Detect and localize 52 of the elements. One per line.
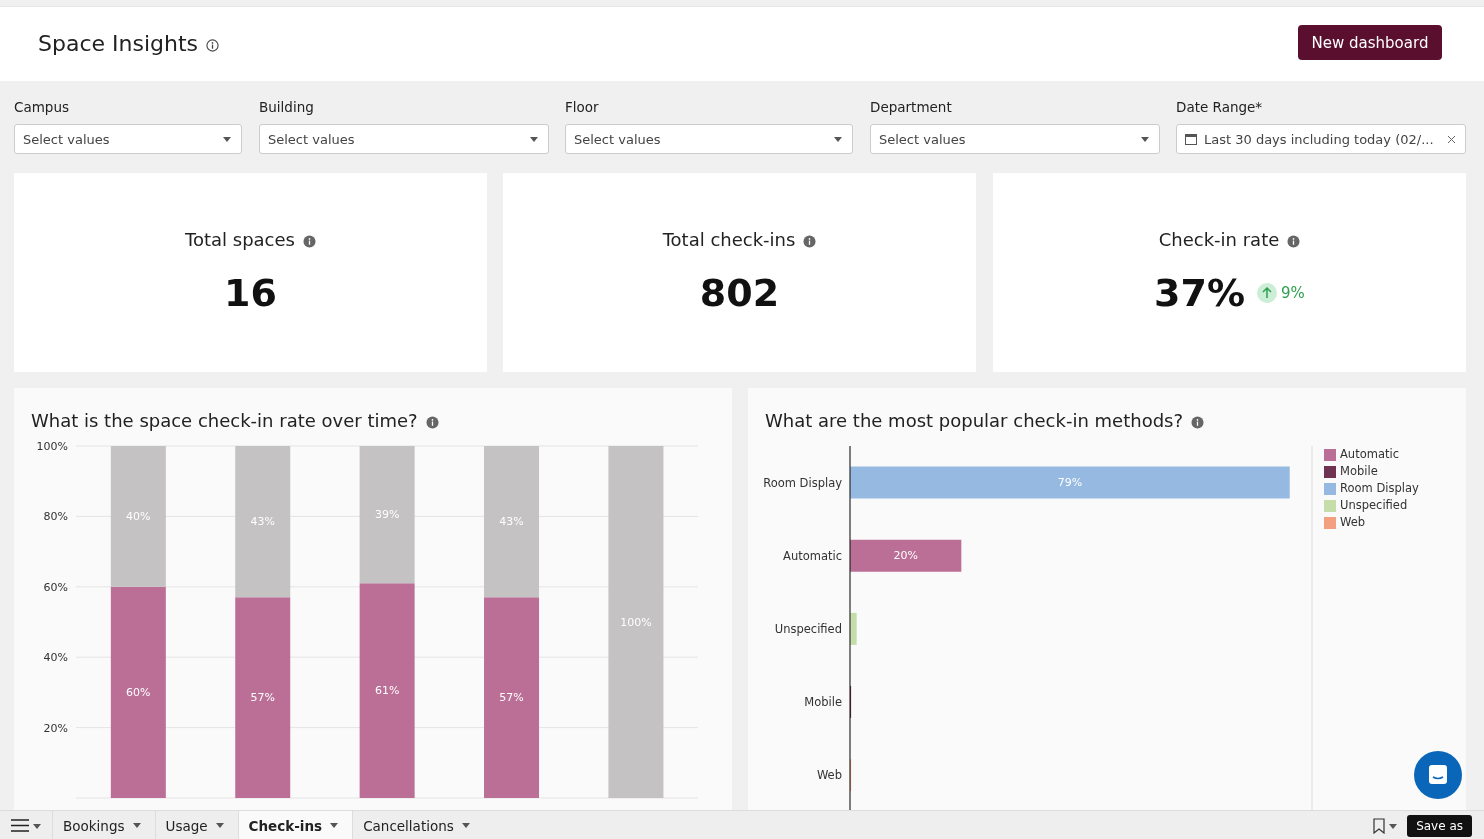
y-tick-label: Unspecified [774,622,842,637]
text: Total spaces [184,229,296,250]
y-tick-label: Automatic [783,548,842,563]
data-label: 57% [250,691,275,705]
y-tick-label: 40% [43,651,68,665]
legend-label: Unspecified [1340,498,1408,512]
text: 802 [699,271,780,315]
chart-title: What is the space check-in rate over time? [31,410,419,431]
chart-title: What are the most popular check-in methods? [765,410,1184,431]
text: Space Insights [38,31,200,56]
text: Floor [565,99,600,115]
text: 16 [224,271,277,315]
legend-label: Automatic [1340,447,1399,461]
data-label: 60% [126,685,151,699]
text: Date Range* [1176,99,1264,115]
text: 9% [1280,283,1305,303]
text: Usage [165,817,208,834]
data-label: 39% [374,508,400,522]
data-label: 61% [374,684,400,698]
text: Select values [23,131,110,147]
y-tick-label: 80% [43,510,68,524]
text: Campus [14,99,70,115]
data-label: 43% [499,515,524,529]
data-label: 57% [499,691,524,705]
text: Department [870,99,953,115]
legend-label: Web [1340,515,1366,529]
text: Select values [879,131,966,147]
data-label: 43% [250,515,275,529]
text: Select values [268,131,355,147]
text: Total check-ins [661,229,797,250]
legend-label: Room Display [1340,481,1419,495]
y-tick-label: Room Display [763,475,843,490]
y-tick-label: 60% [43,580,68,594]
y-tick-label: 20% [43,721,68,735]
text: Check-ins [248,817,323,834]
text: Select values [574,131,661,147]
data-label: 40% [126,509,151,523]
data-label: 100% [620,615,652,629]
data-label: 79% [1057,476,1083,489]
text: 37% [1154,271,1246,315]
y-tick-label: Web [816,768,842,783]
text: Last 30 days including today (02/... [1203,131,1434,147]
y-tick-label: Mobile [804,695,842,710]
data-label: 20% [893,549,918,563]
text: Building [259,99,315,115]
legend-label: Mobile [1340,464,1378,478]
text: Check-in rate [1157,229,1281,250]
text: Bookings [63,817,125,834]
text: New dashboard [1298,25,1442,60]
text: Cancellations [363,817,454,834]
text: Save as [1407,814,1472,837]
y-tick-label: 100% [36,439,68,453]
